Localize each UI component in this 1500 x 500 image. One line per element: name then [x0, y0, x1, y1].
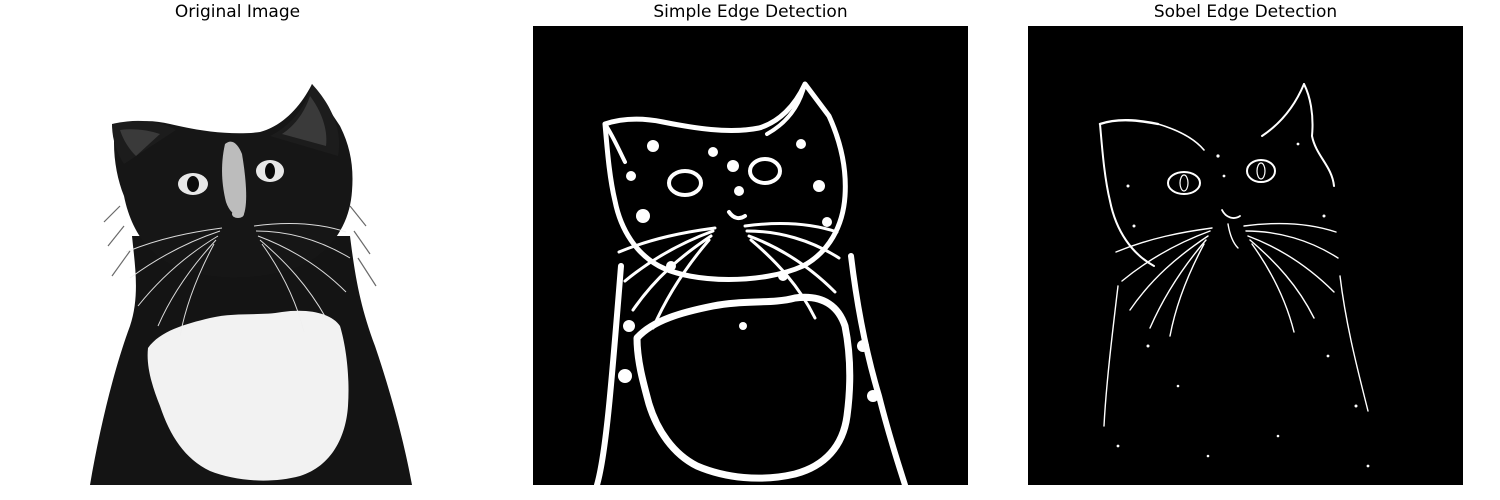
simple-edge-map — [533, 26, 968, 485]
panel-title: Simple Edge Detection — [653, 2, 848, 22]
panel-sobel-edge-detection: Sobel Edge Detection — [1028, 0, 1463, 500]
sobel-edge-image — [1028, 26, 1463, 485]
simple-edge-image — [533, 26, 968, 485]
sobel-edge-map — [1028, 26, 1463, 485]
original-cat-image — [20, 26, 455, 485]
panel-original-image: Original Image — [20, 0, 455, 500]
panel-title: Sobel Edge Detection — [1153, 2, 1338, 22]
panel-title: Original Image — [174, 2, 301, 22]
cat-photo — [20, 26, 455, 485]
panel-simple-edge-detection: Simple Edge Detection — [533, 0, 968, 500]
